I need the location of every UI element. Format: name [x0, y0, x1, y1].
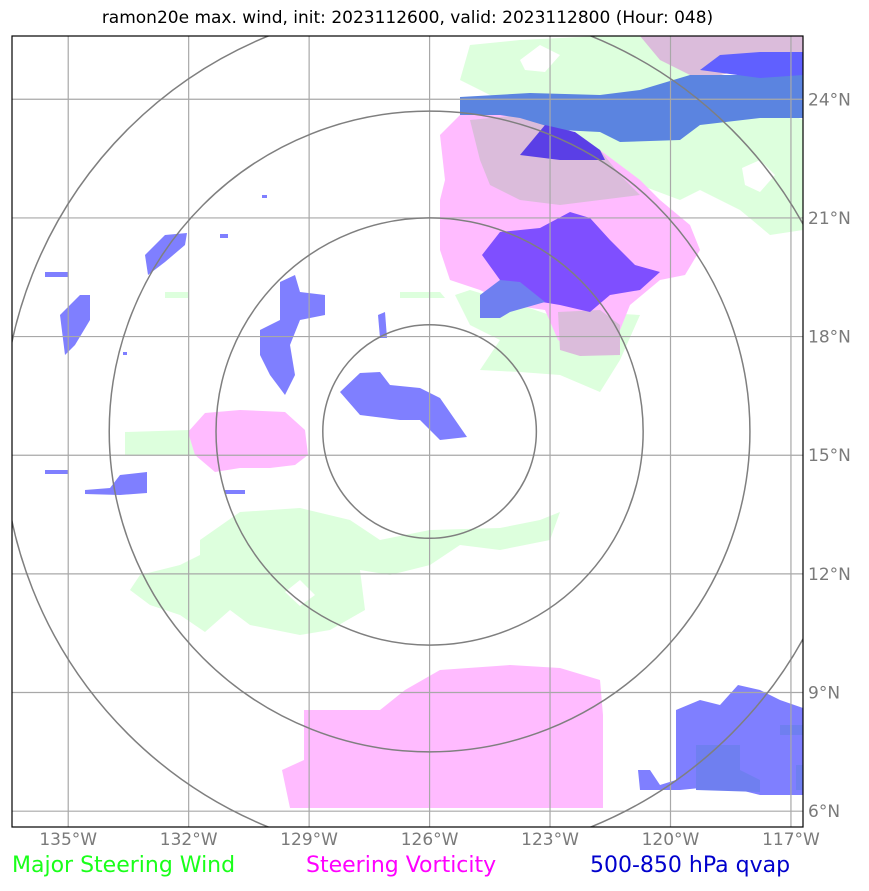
- lat-tick-label: 9°N: [808, 684, 840, 704]
- lon-tick-label: 123°W: [521, 830, 579, 850]
- lat-tick-label: 21°N: [808, 209, 851, 229]
- lat-tick-label: 12°N: [808, 565, 851, 585]
- legend-steering-wind: Major Steering Wind: [12, 853, 236, 878]
- lon-tick-label: 117°W: [762, 830, 820, 850]
- range-ring: [322, 323, 538, 540]
- lon-tick-label: 129°W: [280, 830, 338, 850]
- graticule: [12, 36, 803, 827]
- lon-tick-label: 120°W: [642, 830, 700, 850]
- latitude-labels: 24°N 21°N 18°N 15°N 12°N 9°N 6°N: [808, 90, 851, 822]
- legend-qvap: 500-850 hPa qvap: [590, 853, 791, 878]
- lon-tick-label: 132°W: [160, 830, 218, 850]
- longitude-labels: 135°W 132°W 129°W 126°W 123°W 120°W 117°W: [39, 830, 820, 850]
- lat-tick-label: 15°N: [808, 446, 851, 466]
- range-ring: [108, 110, 751, 753]
- qvap-areas: [45, 45, 803, 795]
- lon-tick-label: 135°W: [39, 830, 97, 850]
- range-ring: [215, 217, 644, 646]
- overlap-areas: [470, 36, 803, 356]
- legend-steering-vorticity: Steering Vorticity: [306, 853, 497, 878]
- lat-tick-label: 18°N: [808, 328, 851, 348]
- lon-tick-label: 126°W: [401, 830, 459, 850]
- map-title: ramon20e max. wind, init: 2023112600, va…: [101, 8, 714, 28]
- range-rings: [12, 36, 803, 827]
- plot-frame: [11, 35, 804, 828]
- lat-tick-label: 6°N: [808, 802, 840, 822]
- lat-tick-label: 24°N: [808, 90, 851, 110]
